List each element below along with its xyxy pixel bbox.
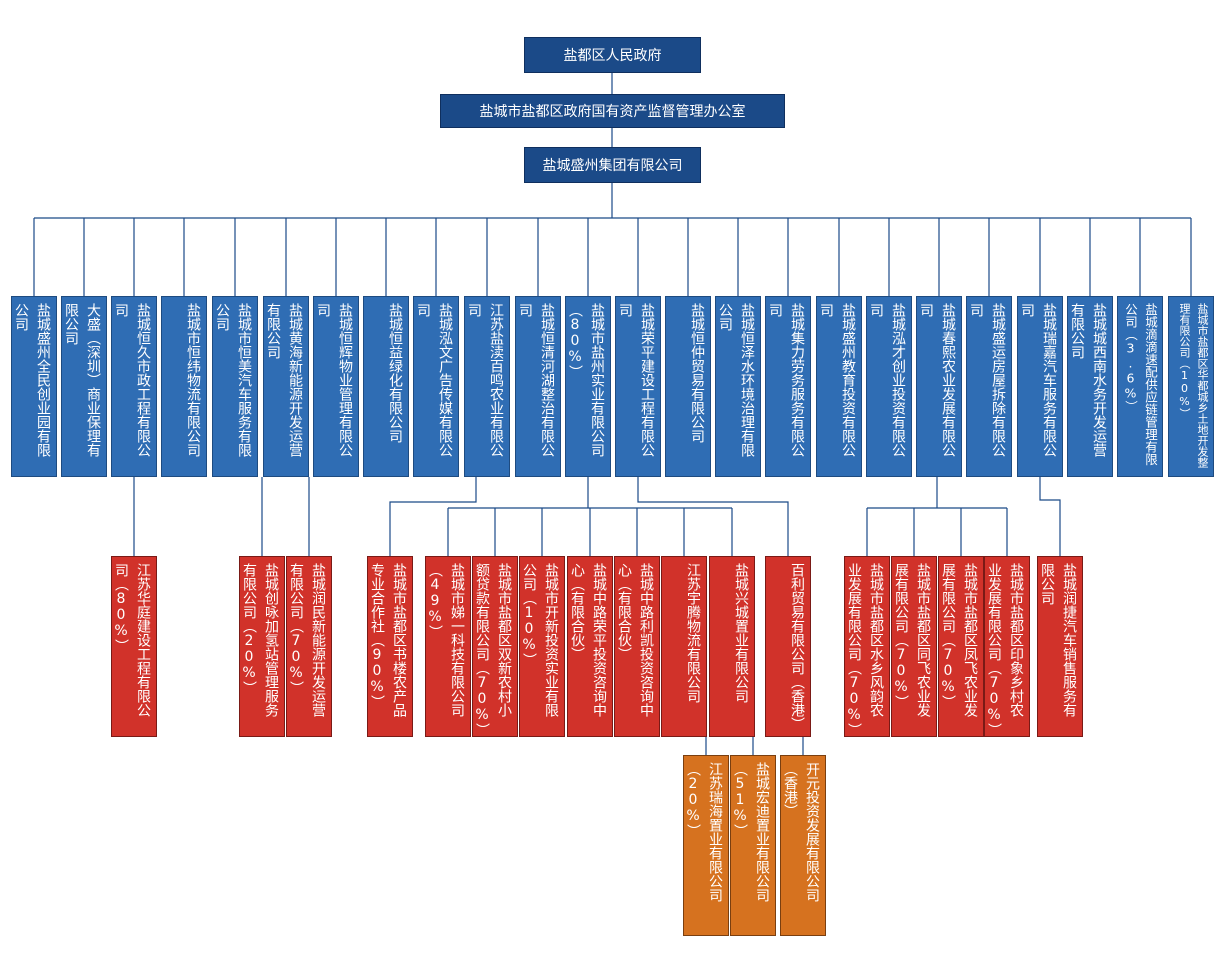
level4-box: 开元投资发展有限公司（香港）: [780, 755, 826, 936]
subsidiary-box: 盐城盛州教育投资有限公司: [816, 296, 862, 477]
level3-box: 盐城润民新能源开发运营有限公司（70%）: [286, 556, 332, 737]
level3-box: 盐城中路荣平投资咨询中心（有限合伙）（49.9%）: [567, 556, 613, 737]
level3-box: 盐城市娣一科技有限公司（49%）: [425, 556, 471, 737]
level3-box: 盐城兴城置业有限公司: [709, 556, 755, 737]
level3-box: 百利贸易有限公司（香港）: [765, 556, 811, 737]
subsidiary-box: 盐城滴滴速配供应链管理有限公司（3.6%）: [1117, 296, 1163, 477]
level3-box: 盐城市盐都区水乡风韵农业发展有限公司（70%）: [844, 556, 890, 737]
level3-box: 盐城市盐都区双新农村小额贷款有限公司（70%）: [472, 556, 518, 737]
subsidiary-box: 盐城市盐都区华都城乡土地开发整理有限公司（10%）: [1168, 296, 1214, 477]
level3-box: 江苏华庭建设工程有限公司（80%）: [111, 556, 157, 737]
level3-box: 盐城市开新投资实业有限公司（10%）: [519, 556, 565, 737]
level3-box: 盐城市盐都区同飞农业发展有限公司（70%）: [891, 556, 937, 737]
subsidiary-box: 盐城恒仲贸易有限公司: [665, 296, 711, 477]
level3-box: 盐城市盐都区印象乡村农业发展有限公司（70%）: [984, 556, 1030, 737]
office-box: 盐城市盐都区政府国有资产监督管理办公室: [440, 94, 785, 128]
subsidiary-box: 盐城市盐州实业有限公司（80%）: [565, 296, 611, 477]
subsidiary-box: 盐城市恒美汽车服务有限公司: [212, 296, 258, 477]
subsidiary-box: 盐城春熙农业发展有限公司: [916, 296, 962, 477]
subsidiary-box: 盐城恒久市政工程有限公司: [111, 296, 157, 477]
subsidiary-box: 大盛（深圳）商业保理有限公司: [61, 296, 107, 477]
subsidiary-box: 盐城恒泽水环境治理有限公司: [715, 296, 761, 477]
subsidiary-box: 盐城集力劳务服务有限公司: [765, 296, 811, 477]
subsidiary-box: 盐城恒益绿化有限公司: [363, 296, 409, 477]
level3-box: 盐城市盐都区凤飞农业发展有限公司（70%）: [938, 556, 984, 737]
subsidiary-box: 盐城泓才创业投资有限公司: [866, 296, 912, 477]
level4-box: 江苏瑞海置业有限公司（20%）: [683, 755, 729, 936]
subsidiary-box: 盐城市恒纬物流有限公司: [161, 296, 207, 477]
subsidiary-box: 盐城恒清河湖整治有限公司: [515, 296, 561, 477]
subsidiary-box: 盐城城西南水务开发运营有限公司: [1067, 296, 1113, 477]
subsidiary-box: 盐城瑞嘉汽车服务有限公司: [1017, 296, 1063, 477]
level3-box: 江苏宇腾物流有限公司: [661, 556, 707, 737]
level3-box: 盐城润捷汽车销售服务有限公司: [1037, 556, 1083, 737]
subsidiary-box: 盐城恒辉物业管理有限公司: [313, 296, 359, 477]
subsidiary-box: 盐城泓文广告传媒有限公司: [413, 296, 459, 477]
level3-box: 盐城市盐都区书楼农产品专业合作社（90%）: [367, 556, 413, 737]
level3-box: 盐城中路利凯投资咨询中心（有限合伙）（99.9%）: [614, 556, 660, 737]
subsidiary-box: 盐城盛州全民创业园有限公司: [11, 296, 57, 477]
level4-box: 盐城宏迪置业有限公司（51%）: [730, 755, 776, 936]
group-box: 盐城盛州集团有限公司: [524, 147, 701, 183]
subsidiary-box: 江苏盐渎百鸣农业有限公司: [464, 296, 510, 477]
level3-box: 盐城创咏加氢站管理服务有限公司（20%）: [239, 556, 285, 737]
subsidiary-box: 盐城盛运房屋拆除有限公司: [966, 296, 1012, 477]
subsidiary-box: 盐城黄海新能源开发运营有限公司: [263, 296, 309, 477]
subsidiary-box: 盐城荣平建设工程有限公司: [615, 296, 661, 477]
gov-box: 盐都区人民政府: [524, 37, 701, 73]
